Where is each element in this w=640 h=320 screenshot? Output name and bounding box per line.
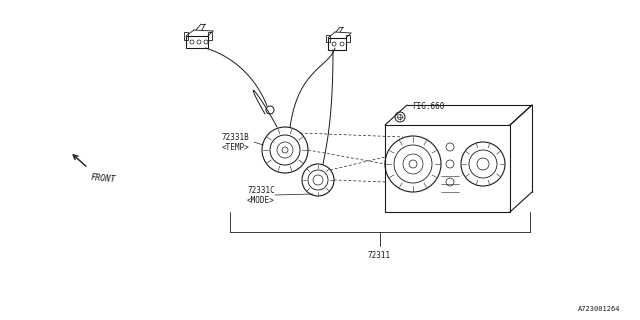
Text: FIG.660: FIG.660 bbox=[412, 102, 444, 111]
Bar bbox=[184, 32, 188, 40]
Bar bbox=[186, 36, 208, 48]
Text: 72331C: 72331C bbox=[247, 186, 275, 195]
Text: A723001264: A723001264 bbox=[577, 306, 620, 312]
Text: 72331B: 72331B bbox=[222, 133, 250, 142]
Bar bbox=[326, 35, 330, 42]
Bar bbox=[328, 38, 346, 50]
Bar bbox=[346, 35, 350, 42]
Text: 72311: 72311 bbox=[368, 251, 391, 260]
Text: <MODE>: <MODE> bbox=[247, 196, 275, 205]
Bar bbox=[208, 32, 212, 40]
Text: FRONT: FRONT bbox=[90, 173, 116, 184]
Text: <TEMP>: <TEMP> bbox=[222, 143, 250, 152]
